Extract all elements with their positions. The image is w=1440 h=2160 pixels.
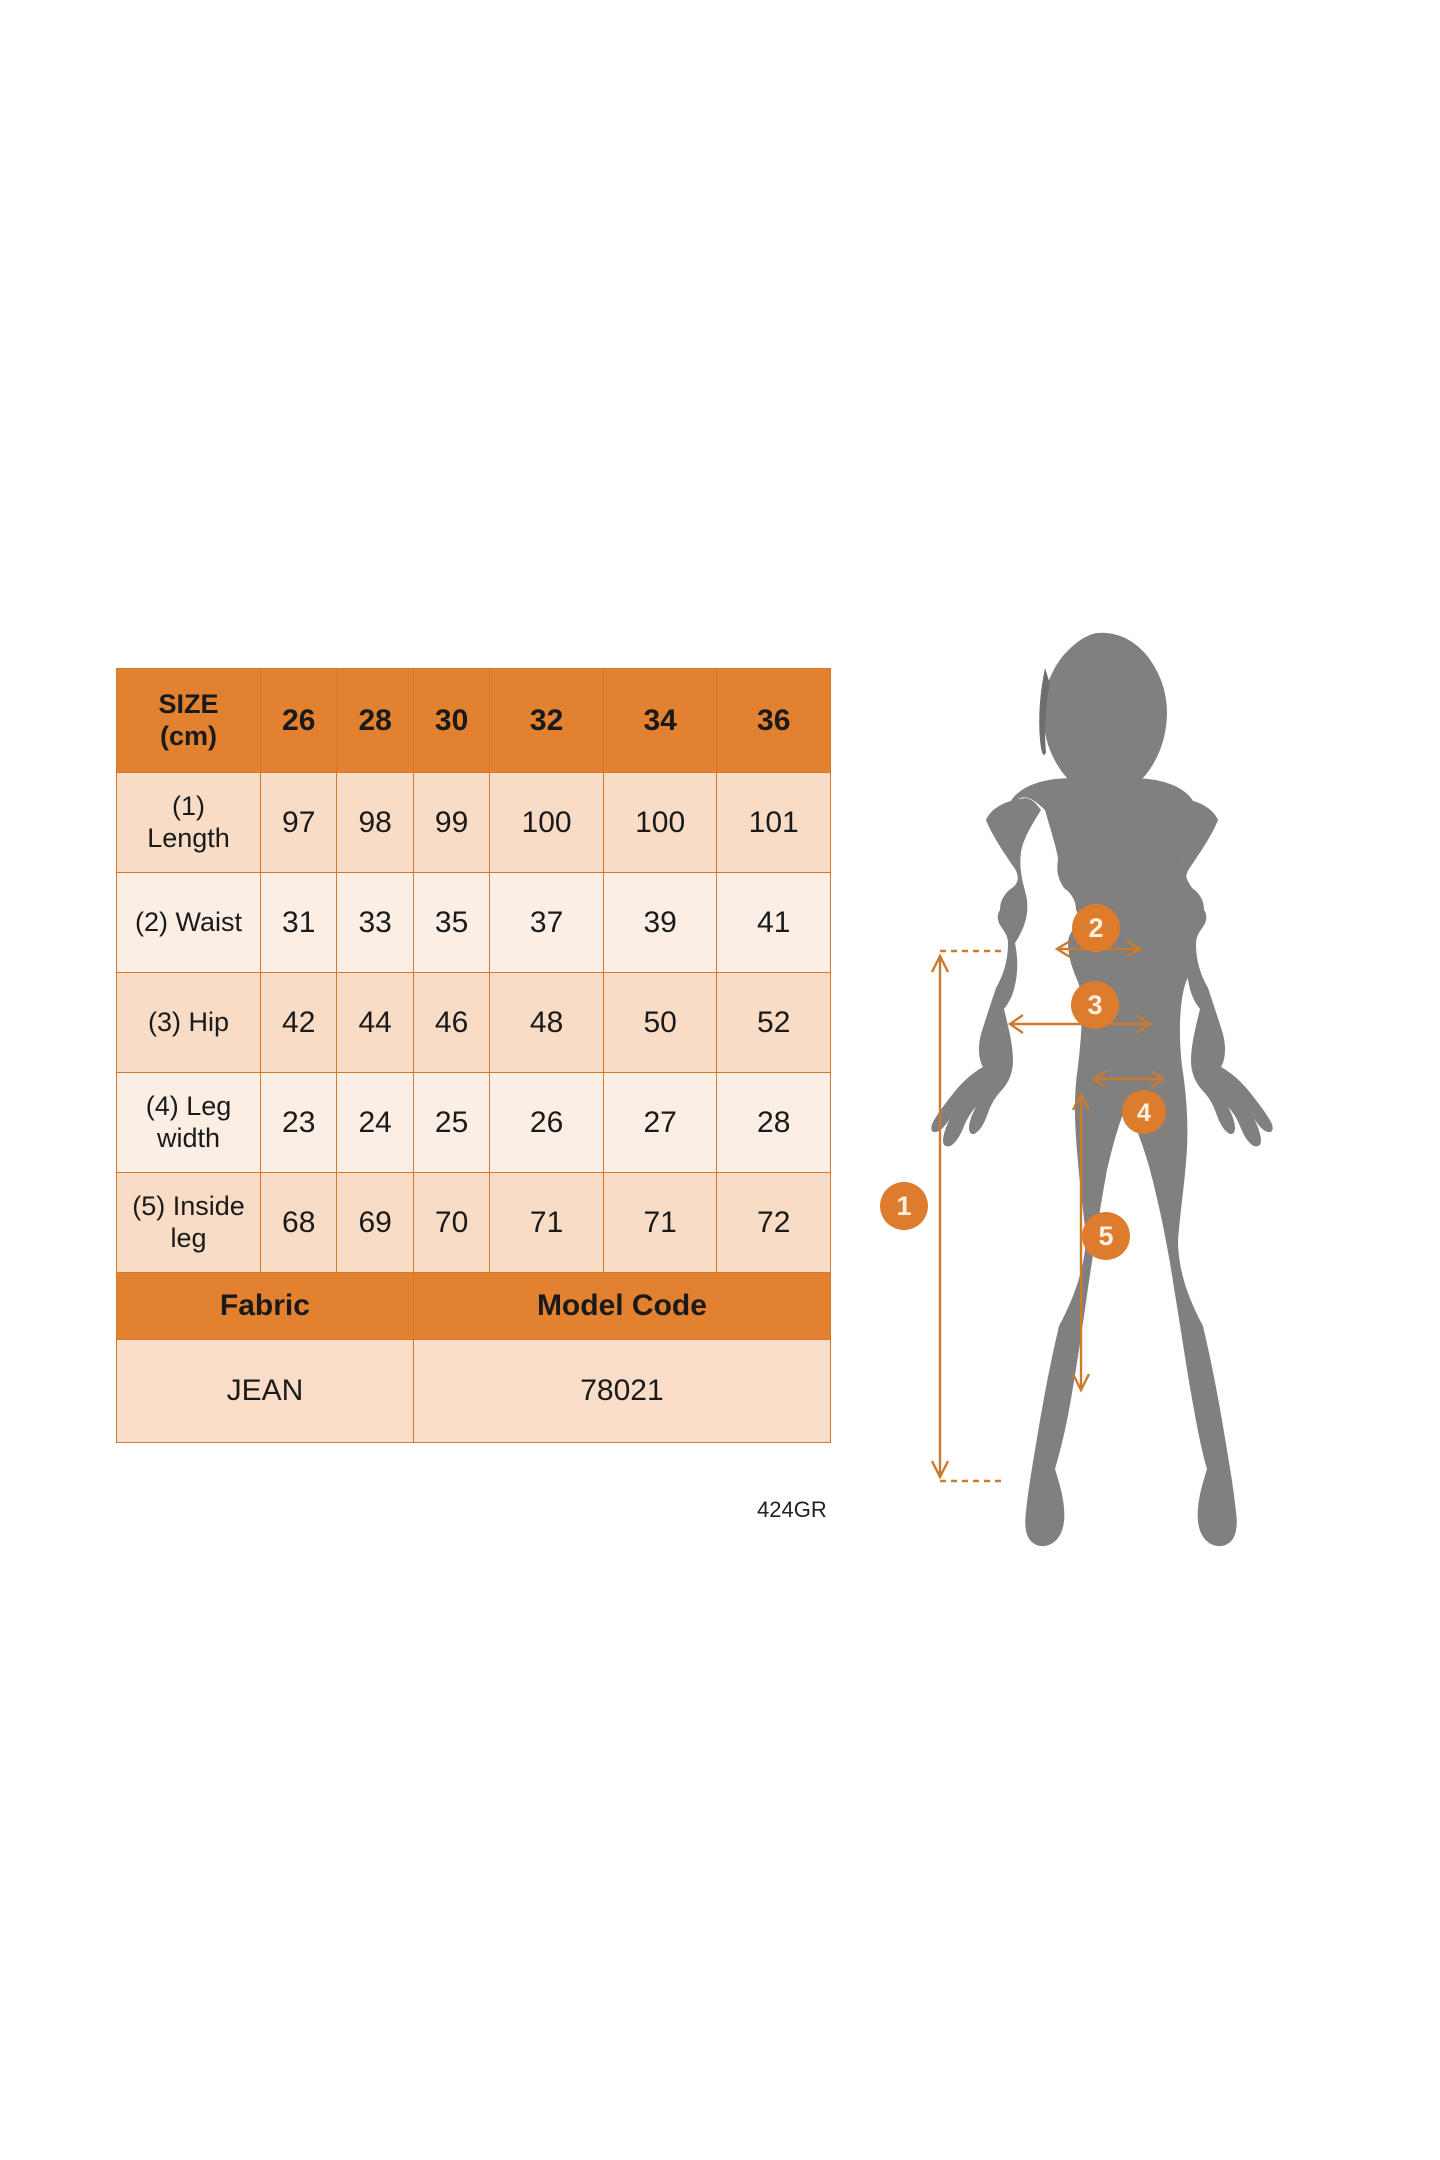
svg-text:5: 5 xyxy=(1098,1221,1113,1251)
svg-text:1: 1 xyxy=(896,1191,911,1221)
svg-text:4: 4 xyxy=(1137,1099,1151,1127)
svg-text:3: 3 xyxy=(1087,990,1102,1020)
svg-text:2: 2 xyxy=(1088,913,1103,943)
